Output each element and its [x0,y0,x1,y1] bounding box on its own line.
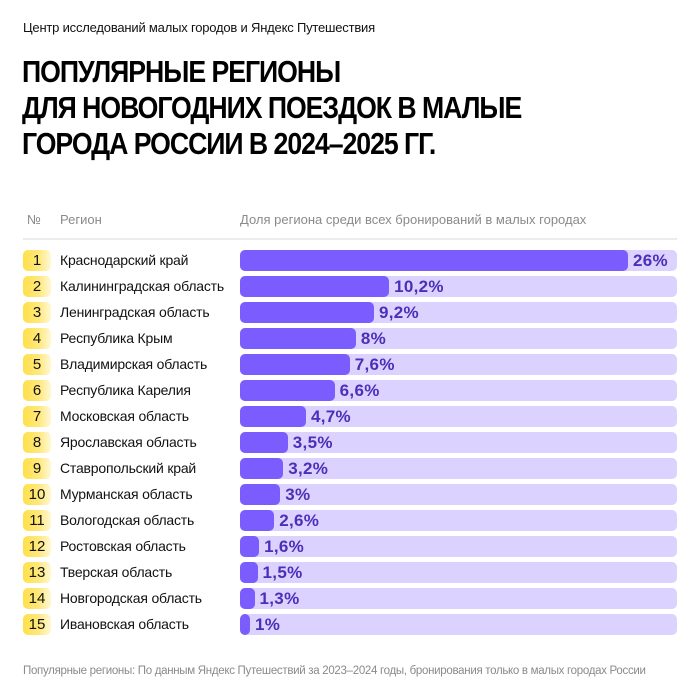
rank-badge: 8 [23,432,51,453]
bar-track [240,614,677,635]
source-credit: Центр исследований малых городов и Яндек… [23,20,375,35]
value-label: 3% [285,485,311,504]
rank-badge: 10 [23,484,51,505]
value-label: 8% [360,329,386,348]
region-label: Калининградская область [60,278,224,294]
rank-badge: 15 [23,614,51,635]
value-label: 7,6% [354,355,395,374]
bar [240,276,390,297]
region-label: Ярославская область [60,434,197,450]
rank-badge: 7 [23,406,51,427]
bar [240,302,374,323]
bar [240,614,250,635]
table-row: 5 Владимирская область 7,6% [0,354,700,376]
footnote: Популярные регионы: По данным Яндекс Пут… [23,665,646,677]
chart-title: ПОПУЛЯРНЫЕ РЕГИОНЫ ДЛЯ НОВОГОДНИХ ПОЕЗДО… [22,54,522,162]
table-row: 3 Ленинградская область 9,2% [0,302,700,324]
bar-track [240,432,677,453]
table-row: 4 Республика Крым 8% [0,328,700,350]
region-label: Мурманская область [60,486,193,502]
value-label: 1,3% [259,589,300,608]
region-label: Вологодская область [60,512,195,528]
table-row: 10 Мурманская область 3% [0,484,700,506]
bar-track [240,380,677,401]
rank-badge: 1 [23,250,51,271]
rank-badge: 11 [23,510,51,531]
rank-badge: 2 [23,276,51,297]
bar [240,406,306,427]
table-row: 1 Краснодарский край 26% [0,250,700,272]
bar-track [240,536,677,557]
table-row: 15 Ивановская область 1% [0,614,700,636]
region-label: Республика Карелия [60,382,191,398]
rank-badge: 5 [23,354,51,375]
bar-track [240,562,677,583]
region-label: Ставропольский край [60,460,197,476]
bar [240,562,258,583]
title-line-3: ГОРОДА РОССИИ В 2024–2025 ГГ. [22,126,436,161]
table-row: 6 Республика Карелия 6,6% [0,380,700,402]
value-label: 10,2% [394,277,444,296]
region-label: Республика Крым [60,330,173,346]
bar-track [240,588,677,609]
region-label: Краснодарский край [60,252,189,268]
value-label: 2,6% [279,511,320,530]
rank-badge: 14 [23,588,51,609]
bar-track [240,484,677,505]
value-label: 3,2% [288,459,329,478]
value-label: 1,5% [262,563,303,582]
region-label: Московская область [60,408,189,424]
bar-track [240,406,677,427]
header-divider [23,238,677,240]
bar [240,432,288,453]
bar [240,510,275,531]
column-header-region: Регион [60,212,102,227]
region-label: Владимирская область [60,356,208,372]
table-row: 12 Ростовская область 1,6% [0,536,700,558]
region-label: Ростовская область [60,538,186,554]
value-label: 4,7% [310,407,351,426]
bar [240,588,255,609]
bar [240,536,260,557]
bar-track [240,458,677,479]
table-row: 2 Калининградская область 10,2% [0,276,700,298]
bar [240,484,281,505]
table-row: 9 Ставропольский край 3,2% [0,458,700,480]
rank-badge: 6 [23,380,51,401]
bar [240,354,350,375]
table-row: 8 Ярославская область 3,5% [0,432,700,454]
rank-badge: 13 [23,562,51,583]
table-row: 11 Вологодская область 2,6% [0,510,700,532]
column-header-number: № [27,212,41,227]
table-row: 13 Тверская область 1,5% [0,562,700,584]
title-line-1: ПОПУЛЯРНЫЕ РЕГИОНЫ [22,54,341,89]
title-line-2: ДЛЯ НОВОГОДНИХ ПОЕЗДОК В МАЛЫЕ [22,90,522,125]
region-label: Новгородская область [60,590,202,606]
bar-track [240,510,677,531]
table-row: 7 Московская область 4,7% [0,406,700,428]
value-label: 1% [255,615,281,634]
rank-badge: 3 [23,302,51,323]
bar [240,380,335,401]
region-label: Ленинградская область [60,304,210,320]
rank-badge: 12 [23,536,51,557]
bar [240,328,356,349]
region-label: Тверская область [60,564,173,580]
table-row: 14 Новгородская область 1,3% [0,588,700,610]
value-label: 1,6% [264,537,305,556]
value-label: 26% [633,251,668,270]
rank-badge: 4 [23,328,51,349]
column-header-share: Доля региона среди всех бронирований в м… [240,212,587,227]
rank-badge: 9 [23,458,51,479]
value-label: 3,5% [292,433,333,452]
value-label: 6,6% [339,381,380,400]
value-label: 9,2% [378,303,419,322]
bar [240,458,284,479]
bar [240,250,628,271]
region-label: Ивановская область [60,616,189,632]
